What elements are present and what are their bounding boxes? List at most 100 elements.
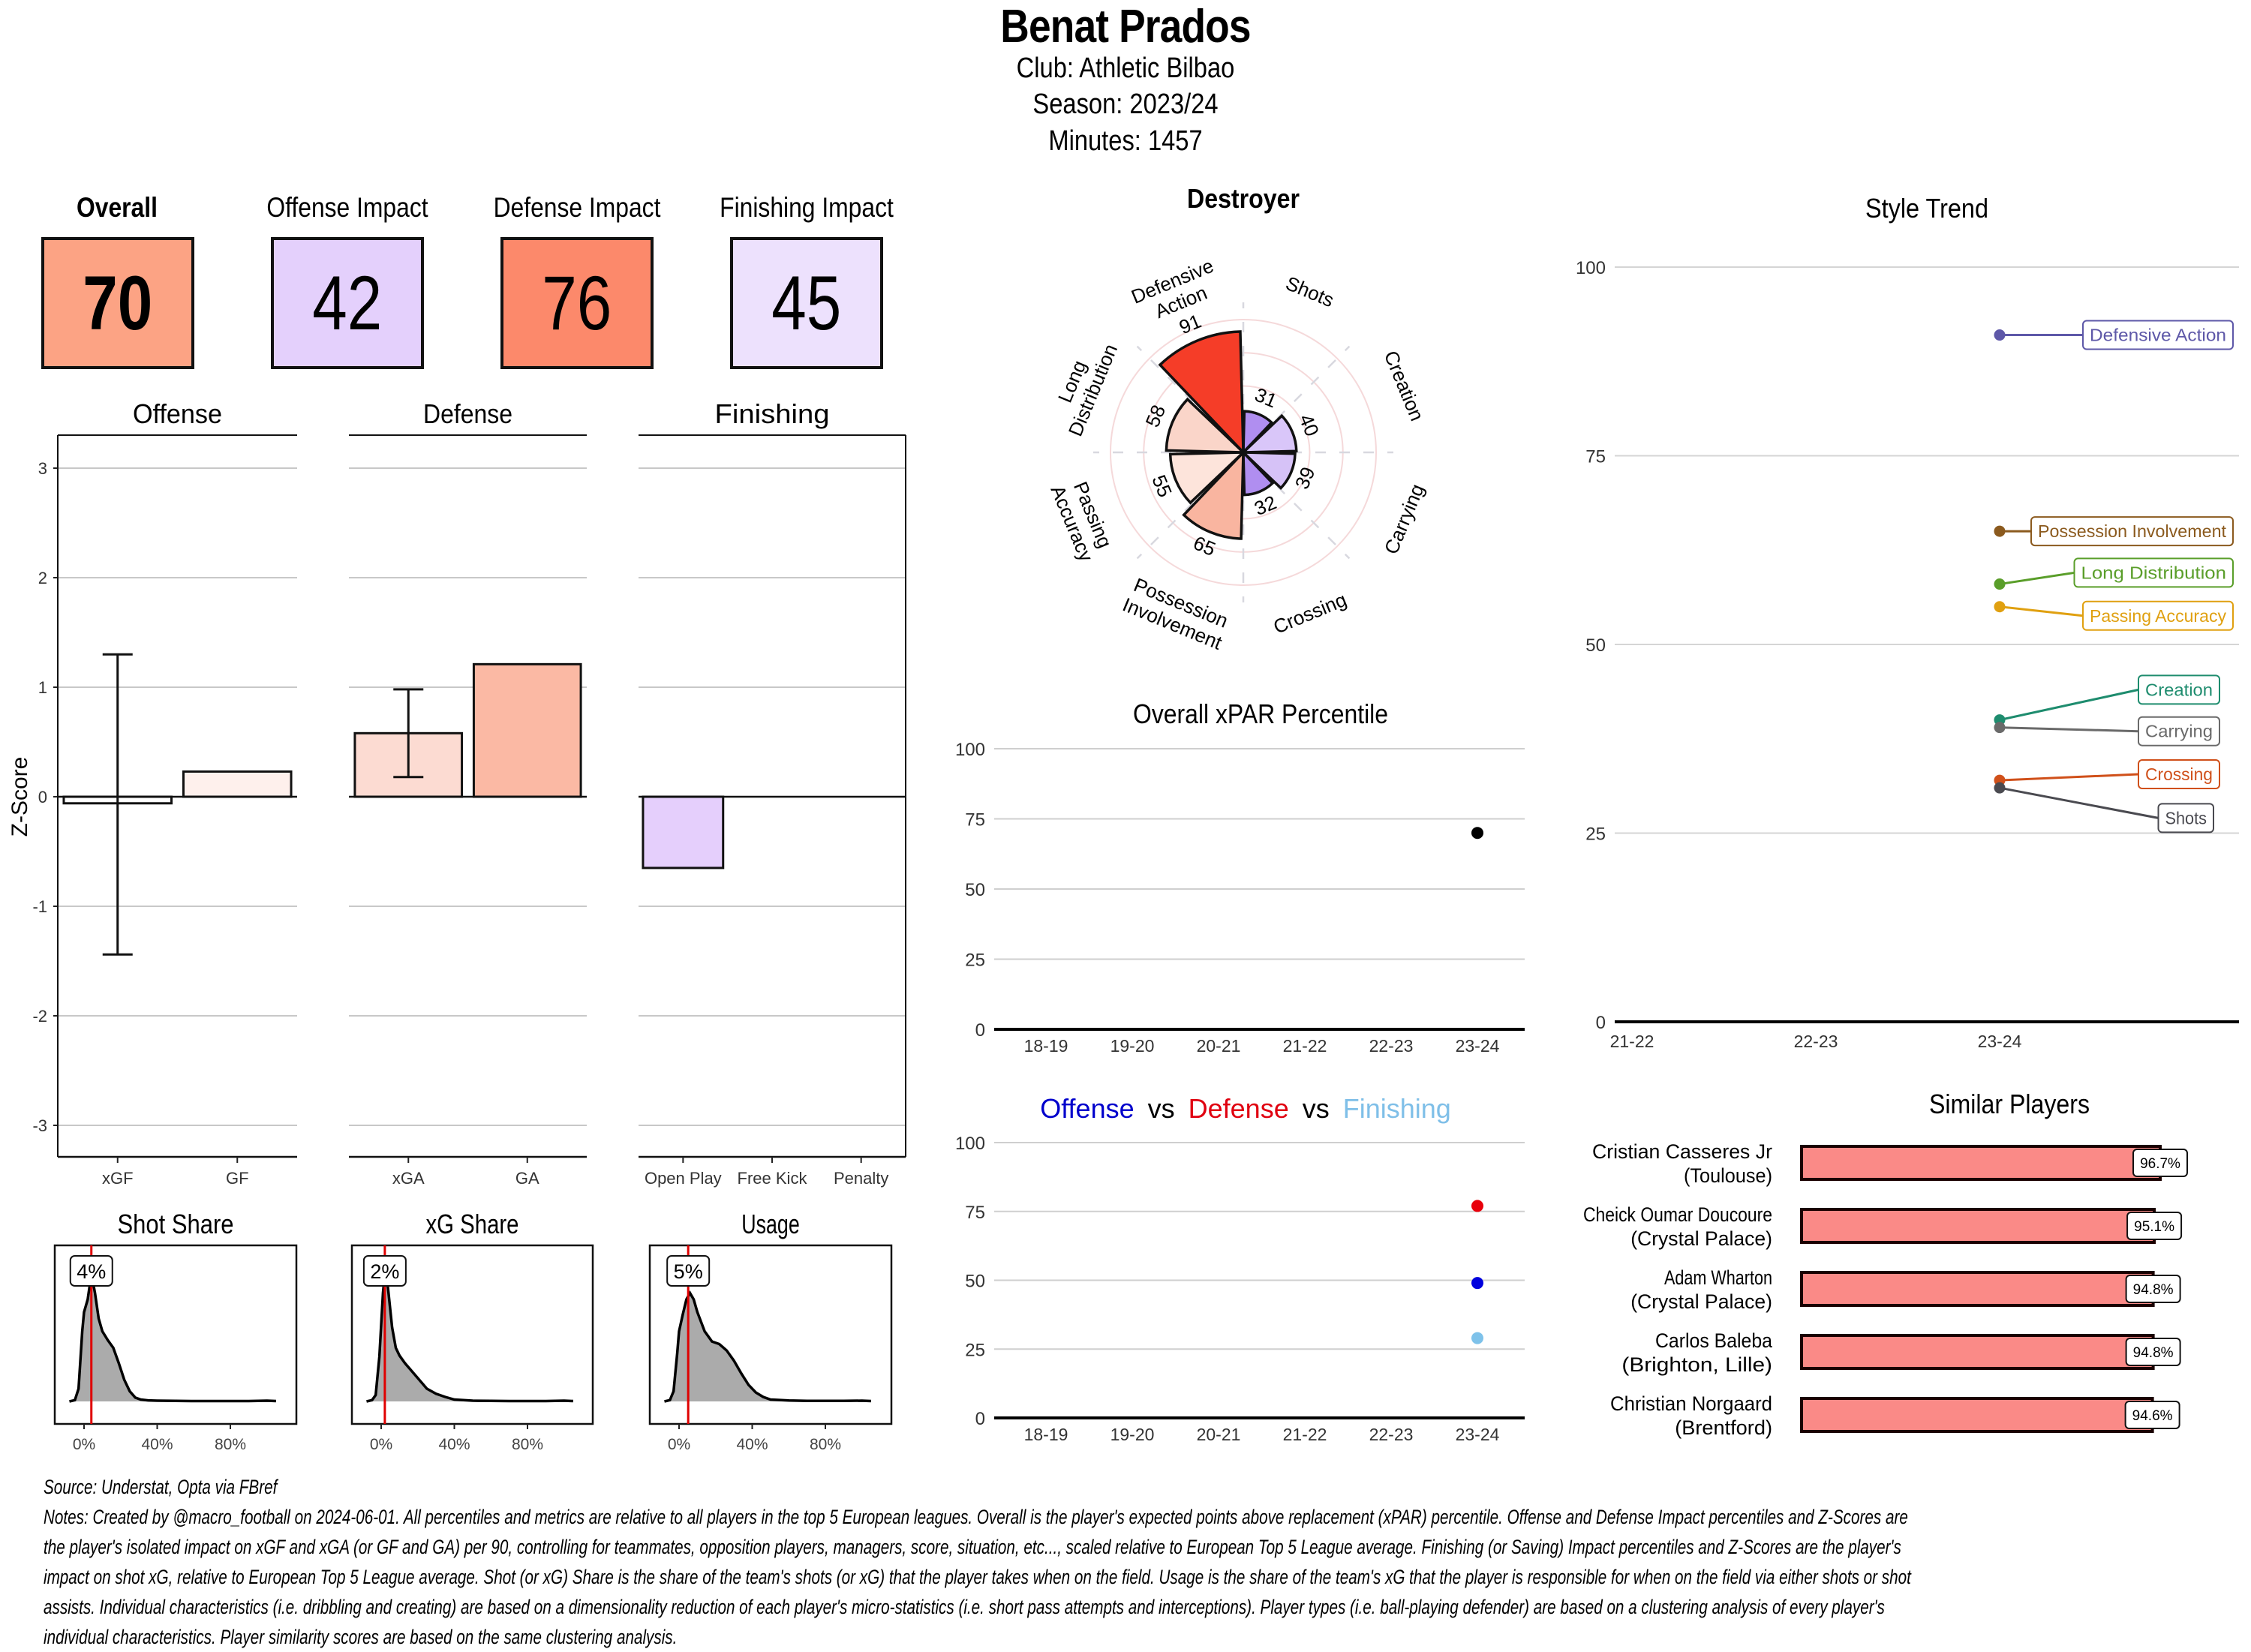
notes-line: Notes: Created by @macro_football on 202… [44,1506,1908,1528]
notes-line: assists. Individual characteristics (i.e… [44,1596,1885,1618]
x-tick-label: 23-24 [1456,1425,1500,1444]
y-tick-label: 100 [955,1134,985,1154]
point-offense [1471,1277,1483,1290]
x-tick-label: 20-21 [1197,1036,1241,1056]
y-tick-label: 0 [975,1409,985,1429]
chart-title: Overall xPAR Percentile [1133,698,1388,729]
radar-sector-possession-involvement [1182,449,1245,540]
similar-players-chart: Similar Players Cristian Casseres Jr(Toul… [1583,1089,2188,1439]
radar-category-label: Carrying [1380,481,1429,557]
trend-point [1994,525,2006,537]
chart-title: Offense vs Defense vs Finishing [1040,1093,1451,1124]
player-name: Carlos Baleba [1655,1329,1773,1352]
distribution-panel-xg-share: xG Share 2% 0% 40% 80% [350,1209,594,1453]
trend-label-box [2030,516,2234,547]
x-tick-label: 40% [141,1436,173,1453]
trend-series-passing-accuracy: Passing Accuracy [1994,600,2234,631]
density-curve [664,1290,871,1403]
panel-title: xG Share [426,1209,519,1239]
radar-sector-defensive-action [1158,330,1245,456]
panel-title: Offense [133,398,222,429]
chart-title: Similar Players [1929,1089,2090,1119]
trend-connector [1999,571,2075,586]
density-area [664,1293,871,1401]
player-club: (Crystal Palace) [1630,1290,1772,1313]
title-part-offense: Offense [1040,1093,1134,1124]
radar-value-label: 58 [1141,401,1170,430]
x-tick-label: 18-19 [1024,1036,1068,1056]
similarity-bar [1800,1334,2155,1370]
trend-point [1994,722,2006,734]
y-tick-label: 0 [1596,1013,1606,1033]
radar-category-label: Crossing [1270,588,1350,638]
similarity-label: 94.8% [2133,1282,2174,1298]
similarity-label-box [2132,1149,2188,1177]
x-tick-label: xGA [392,1169,425,1188]
marker-label: 5% [674,1260,703,1283]
notes-line: individual characteristics. Player simil… [44,1626,678,1648]
x-tick-label: 21-22 [1610,1032,1654,1051]
season-line: Season: 2023/24 [1032,89,1219,120]
source-text: Source: Understat, Opta via FBref [44,1476,278,1498]
y-tick-label: 2 [38,569,47,587]
title-part-defense: Defense [1189,1093,1289,1124]
title-part-finishing: Finishing [1343,1093,1451,1124]
similarity-label-box [2126,1212,2183,1240]
radar-sector-long-distribution [1165,397,1247,454]
similarity-bar [1800,1145,2162,1181]
player-club: (Crystal Palace) [1630,1227,1772,1250]
radar-category-word: Crossing [1270,588,1350,638]
trend-label: Defensive Action [2090,326,2226,345]
trend-label-box [2157,803,2214,834]
x-tick-label: GA [515,1169,539,1188]
y-axis-label: Z-Score [8,757,32,837]
panel-title: Usage [741,1209,800,1239]
trend-point [1994,329,2006,341]
panel-title: Finishing [715,398,830,429]
radar-value-label: 55 [1147,472,1177,500]
card-label-finishing-impact: Finishing Impact [720,192,894,223]
trend-label: Possession Involvement [2038,521,2227,541]
similar-player-row: Cristian Casseres Jr(Toulouse) 96.7% [1592,1140,2188,1187]
trend-label-box [2138,759,2220,790]
radar-category-label: LongDistribution [1043,332,1122,440]
y-tick-label: 50 [1585,635,1606,656]
similarity-bar [1800,1397,2154,1433]
similar-player-row: Carlos Baleba(Brighton, Lille) 94.8% [1621,1329,2181,1376]
similarity-label: 95.1% [2134,1219,2174,1235]
overall-score-value: 70 [83,260,153,346]
x-tick-label: Free Kick [738,1169,808,1188]
y-tick-label: 50 [965,880,985,900]
radar-sector-passing-accuracy [1168,451,1247,505]
title-part-vs: vs [1148,1093,1175,1124]
radar-ring [1176,385,1311,520]
panel-title: Defense [423,398,512,429]
radar-center [1240,449,1246,455]
y-tick-label: -2 [32,1007,47,1026]
bar-gf [182,770,293,798]
marker-label: 2% [370,1260,399,1283]
trend-label-box [2073,557,2234,588]
offense-defense-finishing-chart: Offense vs Defense vs Finishing 100 75 50 25 0 18-… [955,1093,1525,1444]
trend-connector [1999,786,2159,819]
y-tick-label: 0 [975,1020,985,1041]
point-defense [1471,1200,1483,1212]
x-tick-label: 23-24 [1456,1036,1500,1056]
trend-series-long-distribution: Long Distribution [1994,557,2234,590]
y-tick-label: -3 [32,1116,47,1135]
x-tick-label: 80% [512,1436,543,1453]
similarity-bar [1800,1208,2156,1244]
trend-point [1994,578,2006,590]
distribution-panel-usage: Usage 5% 0% 40% 80% [648,1209,893,1453]
finishing-impact-value: 45 [771,260,842,346]
notes-line: the player's isolated impact on xGF and … [44,1536,1901,1558]
marker-label: 4% [77,1260,106,1283]
trend-label-box [2138,674,2220,705]
trend-label: Passing Accuracy [2090,606,2226,626]
x-tick-label: 23-24 [1978,1032,2022,1051]
x-tick-label: 21-22 [1283,1036,1327,1056]
trend-connector [1999,773,2139,782]
radar-sector-carrying [1240,451,1297,491]
y-tick-label: 100 [955,740,985,760]
marker-label-box [69,1255,113,1287]
